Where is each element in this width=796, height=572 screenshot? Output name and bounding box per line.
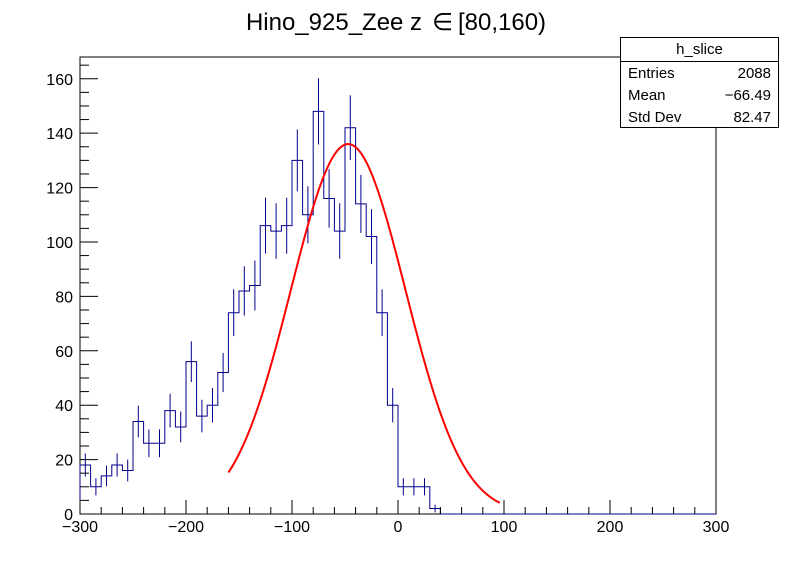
stats-title: h_slice	[621, 38, 778, 62]
y-tick-label: 60	[55, 344, 73, 361]
x-tick-label: 200	[597, 519, 624, 536]
stats-label: Mean	[628, 87, 666, 104]
y-tick-label: 160	[46, 72, 73, 89]
x-tick-label: 300	[703, 519, 730, 536]
stats-row-mean: Mean −66.49	[621, 84, 778, 106]
y-tick-label: 0	[64, 507, 73, 524]
y-tick-label: 80	[55, 289, 73, 306]
title-range: [80,160)	[458, 9, 546, 36]
histogram-outline	[79, 110, 716, 515]
title-symbol: ∈	[432, 9, 453, 36]
fit-layer	[227, 143, 501, 504]
stats-value: −66.49	[724, 87, 771, 104]
stats-label: Entries	[628, 65, 675, 82]
fit-curve	[227, 143, 501, 504]
plot-title: Hino_925_Zee z ∈ [80,160)	[246, 9, 546, 36]
stats-box: h_slice Entries 2088 Mean −66.49 Std Dev…	[620, 37, 779, 128]
x-tick-label: 100	[491, 519, 518, 536]
stats-value: 82.47	[733, 109, 771, 126]
y-tick-label: 40	[55, 398, 73, 415]
x-tick-label: 0	[394, 519, 403, 536]
x-tick-label: −200	[168, 519, 204, 536]
stats-row-entries: Entries 2088	[621, 62, 778, 84]
y-tick-label: 20	[55, 453, 73, 470]
x-tick-label: −100	[274, 519, 310, 536]
title-prefix: Hino_925_Zee z	[246, 9, 422, 36]
stats-value: 2088	[737, 65, 771, 82]
y-tick-label: 140	[46, 126, 73, 143]
stats-label: Std Dev	[628, 109, 682, 126]
stats-row-stddev: Std Dev 82.47	[621, 106, 778, 128]
histogram-layer	[79, 78, 716, 515]
x-tick-label: −300	[62, 519, 98, 536]
y-tick-label: 100	[46, 235, 73, 252]
y-tick-label: 120	[46, 181, 73, 198]
axis-layer: −300 −200 −100 0 100 200 300 0 20 40 60 80 100 120 140…	[46, 64, 730, 536]
